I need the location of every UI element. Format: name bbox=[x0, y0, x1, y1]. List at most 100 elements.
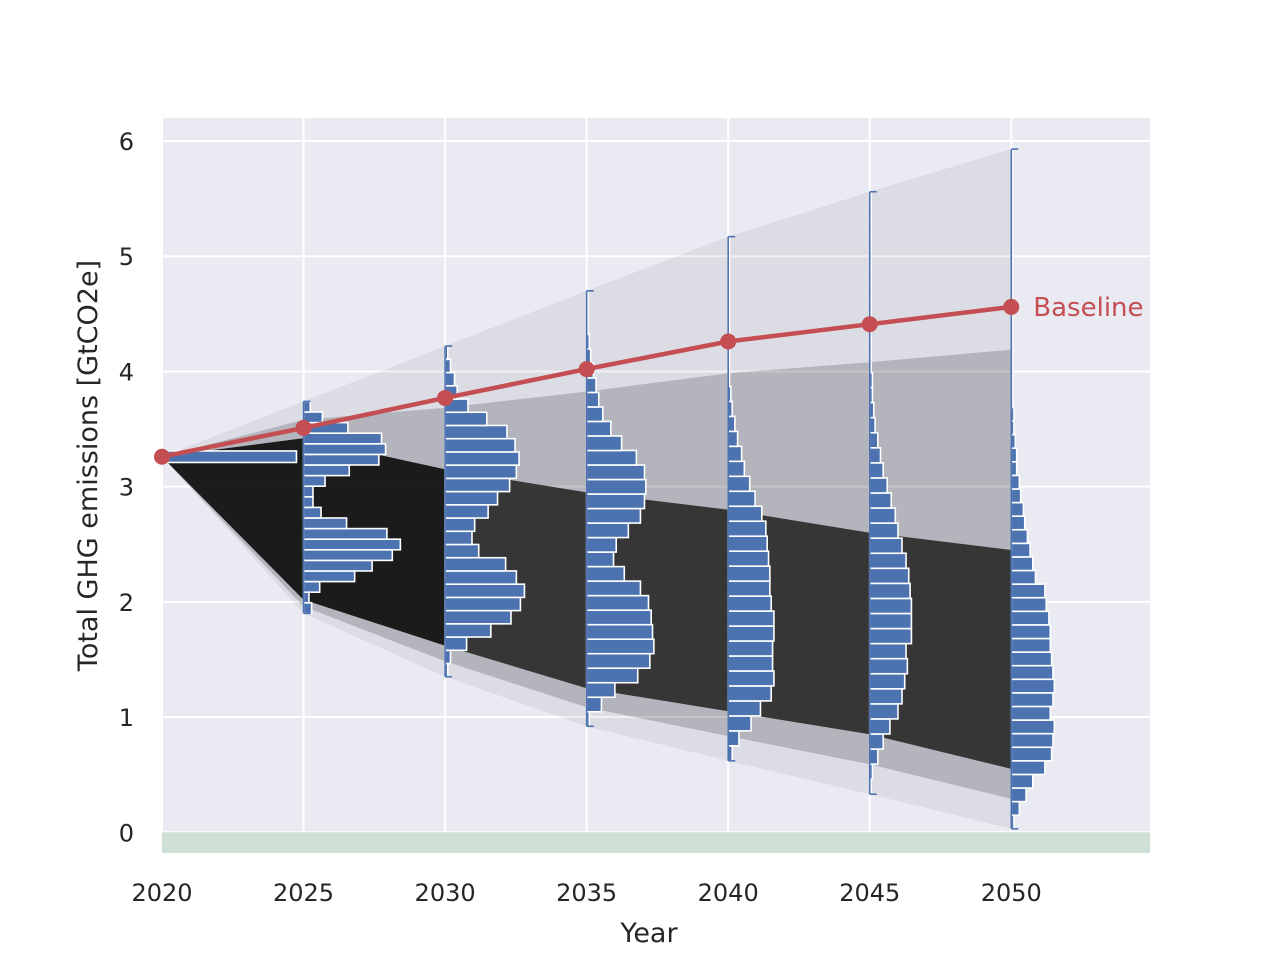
histogram-bin bbox=[1010, 746, 1053, 762]
histogram-bin bbox=[1010, 719, 1056, 735]
histogram-bin bbox=[868, 612, 913, 630]
histogram-bin bbox=[1010, 678, 1056, 694]
histogram-bin bbox=[1010, 705, 1052, 721]
y-tick-label: 2 bbox=[119, 589, 134, 617]
histogram-bin bbox=[868, 748, 879, 765]
histogram-bin bbox=[1010, 447, 1018, 463]
histogram-bin bbox=[868, 688, 903, 705]
y-tick-label: 6 bbox=[119, 128, 134, 156]
histogram-bin bbox=[727, 685, 773, 702]
histogram-bin bbox=[727, 670, 775, 687]
baseline-point bbox=[437, 389, 454, 406]
histogram-bin bbox=[585, 449, 638, 466]
histogram-bin bbox=[444, 609, 512, 625]
histogram-2035 bbox=[585, 290, 655, 728]
histogram-bin bbox=[585, 638, 655, 655]
histogram-bin bbox=[302, 453, 380, 466]
histogram-bin bbox=[1010, 583, 1046, 599]
baseline-point bbox=[295, 419, 312, 436]
baseline-point bbox=[861, 316, 878, 333]
histogram-bin bbox=[302, 538, 402, 551]
histogram-bin bbox=[868, 657, 909, 675]
histogram-bin bbox=[1010, 664, 1054, 681]
histogram-bin bbox=[585, 565, 626, 582]
histogram-bin bbox=[1010, 773, 1034, 789]
histogram-bin bbox=[1010, 515, 1026, 531]
histogram-bin bbox=[1010, 596, 1048, 613]
histogram-bin bbox=[444, 570, 518, 585]
x-tick-label: 2030 bbox=[415, 879, 476, 907]
histogram-bin bbox=[868, 627, 913, 645]
histograms bbox=[161, 148, 1056, 830]
histogram-bin bbox=[1010, 692, 1054, 708]
histogram-bin bbox=[444, 623, 492, 638]
histogram-bin bbox=[1010, 800, 1021, 817]
histogram-bin bbox=[585, 609, 652, 626]
histogram-bin bbox=[585, 420, 612, 437]
histogram-bin bbox=[444, 411, 488, 427]
histogram-bin bbox=[444, 451, 520, 466]
histogram-bin bbox=[585, 667, 639, 684]
x-tick-label: 2025 bbox=[273, 879, 334, 907]
histogram-bin bbox=[1010, 501, 1025, 517]
histogram-bin bbox=[868, 492, 893, 509]
histogram-bin bbox=[727, 535, 768, 552]
histogram-bin bbox=[585, 377, 597, 394]
histogram-bin bbox=[585, 435, 623, 452]
histogram-bin bbox=[444, 424, 508, 440]
baseline-point bbox=[1003, 298, 1020, 315]
histogram-bin bbox=[585, 594, 650, 611]
histogram-bin bbox=[868, 703, 899, 720]
histogram-bin bbox=[727, 505, 763, 523]
histogram-bin bbox=[727, 415, 736, 433]
histogram-bin bbox=[444, 490, 499, 506]
histogram-bin bbox=[444, 371, 456, 387]
histogram-bin bbox=[1010, 760, 1046, 776]
histogram-bin bbox=[1010, 787, 1027, 803]
histogram-bin bbox=[444, 583, 526, 599]
y-tick-label: 5 bbox=[119, 243, 134, 271]
histogram-bin bbox=[727, 640, 774, 657]
histogram-bin bbox=[444, 517, 476, 533]
histogram-bin bbox=[868, 462, 884, 479]
histogram-bin bbox=[727, 595, 773, 612]
histogram-bin bbox=[868, 597, 913, 615]
histogram-bin bbox=[302, 506, 322, 519]
histogram-bin bbox=[1010, 569, 1037, 585]
histogram-bin bbox=[585, 507, 642, 524]
histogram-bin bbox=[585, 391, 600, 408]
histogram-bin bbox=[444, 636, 468, 652]
x-tick-label: 2050 bbox=[981, 879, 1042, 907]
histogram-2030 bbox=[444, 345, 526, 678]
histogram-bin bbox=[1010, 542, 1031, 558]
histogram-bin bbox=[727, 610, 775, 627]
target-band-rect bbox=[162, 832, 1150, 853]
histogram-bin bbox=[1010, 624, 1052, 640]
baseline-label: Baseline bbox=[1033, 293, 1143, 323]
histogram-bin bbox=[868, 672, 906, 690]
histogram-bin bbox=[585, 623, 654, 640]
histogram-bin bbox=[727, 625, 775, 642]
histogram-2045 bbox=[868, 190, 913, 796]
x-axis-label: Year bbox=[619, 918, 678, 949]
histogram-bin bbox=[1010, 556, 1034, 572]
histogram-bin bbox=[727, 460, 746, 478]
histogram-bin bbox=[727, 475, 751, 493]
baseline-series bbox=[154, 298, 1020, 465]
x-tick-label: 2045 bbox=[839, 879, 900, 907]
histogram-bin bbox=[868, 733, 884, 750]
histogram-bin bbox=[868, 507, 897, 524]
histogram-bin bbox=[868, 446, 882, 464]
baseline-point bbox=[154, 448, 170, 465]
histogram-bin bbox=[868, 431, 879, 449]
histogram-bin bbox=[727, 655, 774, 672]
histogram-bin bbox=[302, 400, 312, 413]
histogram-bin bbox=[1010, 474, 1021, 490]
histogram-bin bbox=[1010, 460, 1018, 477]
histogram-bin bbox=[1010, 651, 1053, 667]
histogram-bin bbox=[302, 601, 313, 615]
histogram-bin bbox=[727, 730, 740, 747]
histogram-2050 bbox=[1010, 148, 1056, 830]
histogram-bin bbox=[302, 580, 321, 593]
